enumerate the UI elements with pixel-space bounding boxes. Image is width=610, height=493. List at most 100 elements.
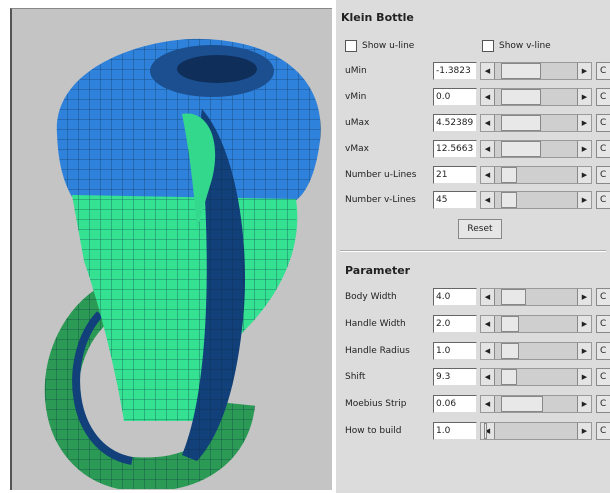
slider-left-arrow[interactable]: ◀ <box>481 89 495 105</box>
control-row: vMax 12.5663 ◀ ▶ C <box>336 140 610 160</box>
checkbox-box[interactable] <box>482 40 494 52</box>
slider-thumb[interactable] <box>501 63 541 79</box>
row-label: Body Width <box>345 292 397 302</box>
slider[interactable]: ◀ ▶ <box>480 166 592 184</box>
slider-thumb[interactable] <box>501 89 541 105</box>
slider-thumb[interactable] <box>501 167 517 183</box>
c-button[interactable]: C <box>596 140 610 158</box>
reset-button[interactable]: Reset <box>458 219 502 239</box>
render-view <box>10 8 332 492</box>
slider-thumb[interactable] <box>501 343 519 359</box>
c-button[interactable]: C <box>596 88 610 106</box>
slider-thumb[interactable] <box>501 289 526 305</box>
text-field[interactable]: 4.0 <box>433 288 477 306</box>
slider-right-arrow[interactable]: ▶ <box>577 316 591 332</box>
slider-thumb[interactable] <box>484 423 487 439</box>
c-button[interactable]: C <box>596 166 610 184</box>
slider-right-arrow[interactable]: ▶ <box>577 396 591 412</box>
slider-right-arrow[interactable]: ▶ <box>577 167 591 183</box>
control-row: Shift 9.3 ◀ ▶ C <box>336 368 610 388</box>
slider-right-arrow[interactable]: ▶ <box>577 369 591 385</box>
c-button[interactable]: C <box>596 191 610 209</box>
slider-thumb[interactable] <box>501 115 541 131</box>
row-label: Handle Radius <box>345 346 410 356</box>
c-button[interactable]: C <box>596 114 610 132</box>
text-field[interactable]: 4.52389 <box>433 114 477 132</box>
control-row: Handle Width 2.0 ◀ ▶ C <box>336 315 610 335</box>
slider-left-arrow[interactable]: ◀ <box>481 115 495 131</box>
slider-left-arrow[interactable]: ◀ <box>481 141 495 157</box>
slider[interactable]: ◀ ▶ <box>480 315 592 333</box>
control-row: Moebius Strip 0.06 ◀ ▶ C <box>336 395 610 415</box>
text-field[interactable]: 0.0 <box>433 88 477 106</box>
row-label: Number u-Lines <box>345 170 417 180</box>
checkbox[interactable]: Show u-line <box>345 40 414 52</box>
slider-right-arrow[interactable]: ▶ <box>577 63 591 79</box>
slider[interactable]: ◀ ▶ <box>480 62 592 80</box>
slider-left-arrow[interactable]: ◀ <box>481 192 495 208</box>
checkbox-label: Show v-line <box>499 41 551 51</box>
checkbox-label: Show u-line <box>362 41 415 51</box>
slider[interactable]: ◀ ▶ <box>480 114 592 132</box>
slider[interactable]: ◀ ▶ <box>480 288 592 306</box>
row-label: Shift <box>345 372 366 382</box>
slider-left-arrow[interactable]: ◀ <box>481 63 495 79</box>
slider-right-arrow[interactable]: ▶ <box>577 423 591 439</box>
text-field[interactable]: 0.06 <box>433 395 477 413</box>
slider-left-arrow[interactable]: ◀ <box>481 167 495 183</box>
slider[interactable]: ◀ ▶ <box>480 342 592 360</box>
slider-left-arrow[interactable]: ◀ <box>481 316 495 332</box>
slider-left-arrow[interactable]: ◀ <box>481 343 495 359</box>
handle-grid <box>44 284 255 492</box>
slider-thumb[interactable] <box>501 369 517 385</box>
slider-left-arrow[interactable]: ◀ <box>481 396 495 412</box>
control-row: uMin -1.3823 ◀ ▶ C <box>336 62 610 82</box>
text-field[interactable]: -1.3823 <box>433 62 477 80</box>
control-row: vMin 0.0 ◀ ▶ C <box>336 88 610 108</box>
slider-thumb[interactable] <box>501 396 543 412</box>
slider-right-arrow[interactable]: ▶ <box>577 115 591 131</box>
slider-left-arrow[interactable]: ◀ <box>481 289 495 305</box>
checkbox[interactable]: Show v-line <box>482 40 551 52</box>
c-button[interactable]: C <box>596 395 610 413</box>
text-field[interactable]: 45 <box>433 191 477 209</box>
slider[interactable]: ◀ ▶ <box>480 191 592 209</box>
checkbox-box[interactable] <box>345 40 357 52</box>
control-panel: Klein Bottle Show u-line Show v-line Res… <box>336 0 610 493</box>
row-label: vMax <box>345 144 369 154</box>
separator <box>340 250 606 252</box>
c-button[interactable]: C <box>596 288 610 306</box>
row-label: vMin <box>345 92 367 102</box>
c-button[interactable]: C <box>596 368 610 386</box>
text-field[interactable]: 12.5663 <box>433 140 477 158</box>
slider-left-arrow[interactable]: ◀ <box>481 369 495 385</box>
slider-right-arrow[interactable]: ▶ <box>577 343 591 359</box>
slider-right-arrow[interactable]: ▶ <box>577 289 591 305</box>
text-field[interactable]: 9.3 <box>433 368 477 386</box>
slider-right-arrow[interactable]: ▶ <box>577 192 591 208</box>
c-button[interactable]: C <box>596 62 610 80</box>
slider-right-arrow[interactable]: ▶ <box>577 141 591 157</box>
slider-thumb[interactable] <box>501 316 519 332</box>
slider[interactable]: ◀ ▶ <box>480 368 592 386</box>
handle-strip <box>72 311 133 465</box>
slider-right-arrow[interactable]: ▶ <box>577 89 591 105</box>
control-row: uMax 4.52389 ◀ ▶ C <box>336 114 610 134</box>
text-field[interactable]: 1.0 <box>433 422 477 440</box>
text-field[interactable]: 21 <box>433 166 477 184</box>
panel-title: Klein Bottle <box>341 11 414 24</box>
slider[interactable]: ◀ ▶ <box>480 422 592 440</box>
c-button[interactable]: C <box>596 422 610 440</box>
slider[interactable]: ◀ ▶ <box>480 395 592 413</box>
slider-thumb[interactable] <box>501 192 517 208</box>
c-button[interactable]: C <box>596 342 610 360</box>
text-field[interactable]: 2.0 <box>433 315 477 333</box>
row-label: Number v-Lines <box>345 195 416 205</box>
slider-thumb[interactable] <box>501 141 541 157</box>
text-field[interactable]: 1.0 <box>433 342 477 360</box>
klein-bottle <box>44 38 321 492</box>
slider[interactable]: ◀ ▶ <box>480 88 592 106</box>
c-button[interactable]: C <box>596 315 610 333</box>
slider[interactable]: ◀ ▶ <box>480 140 592 158</box>
